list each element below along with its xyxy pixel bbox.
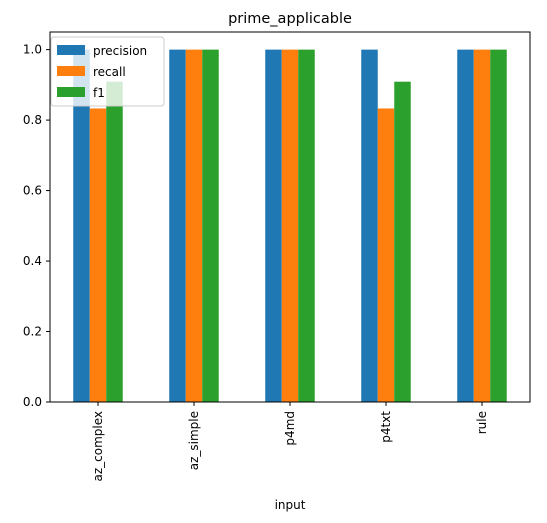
legend-label-recall: recall [93,65,126,79]
bar-recall-az_simple [185,49,203,403]
legend-swatch-f1 [57,87,85,97]
y-tick-label: 0.0 [23,395,42,409]
bars-layer [73,49,507,403]
bar-precision-az_simple [169,49,186,403]
bar-f1-az_simple [202,49,219,403]
bar-f1-az_complex [106,81,123,402]
y-tick-label: 0.2 [23,325,42,339]
axes-layer: 0.0 0.2 0.4 0.6 0.8 1.0 az_complex az_simple p4m… [23,31,531,482]
legend-label-precision: precision [93,44,147,58]
x-tick-label: rule [475,411,489,434]
legend-swatch-precision [57,45,85,55]
x-tick-label: az_simple [187,411,201,470]
legend-swatch-recall [57,66,85,76]
y-tick-label: 0.8 [23,113,42,127]
bar-f1-p4txt [394,81,411,402]
bar-precision-az_complex [73,49,90,403]
bar-precision-p4md [265,49,282,403]
bar-precision-p4txt [361,49,378,403]
legend-label-f1: f1 [93,86,105,100]
y-tick-label: 1.0 [23,43,42,57]
x-tick-label: p4md [283,411,297,446]
bar-f1-rule [490,49,507,403]
chart-title: prime_applicable [228,11,352,27]
bar-precision-rule [457,49,474,403]
legend: precision recall f1 [50,36,165,107]
plot-frame [49,31,531,403]
bar-recall-az_complex [89,108,107,402]
bar-recall-p4md [281,49,299,403]
x-tick-label: p4txt [379,411,393,443]
y-tick-label: 0.6 [23,184,42,198]
bar-recall-p4txt [377,108,395,402]
bar-f1-p4md [298,49,315,403]
x-axis-label: input [275,498,306,512]
bar-recall-rule [473,49,491,403]
y-tick-label: 0.4 [23,254,42,268]
x-tick-label: az_complex [91,411,105,482]
